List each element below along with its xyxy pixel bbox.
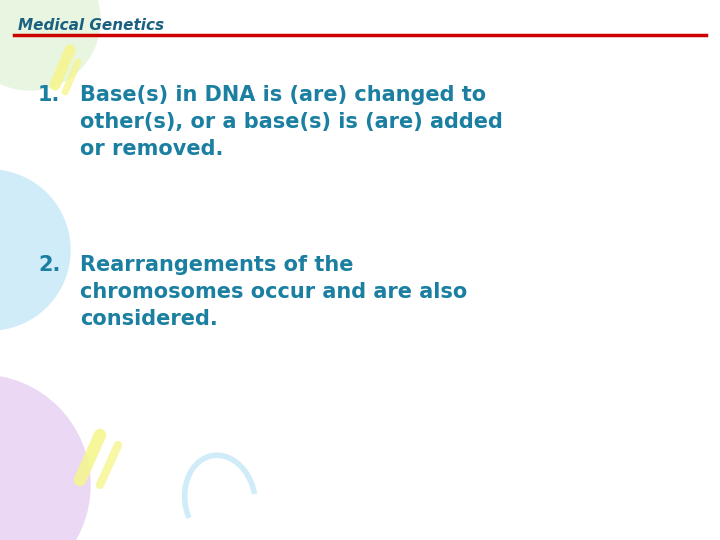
Text: 1.: 1. (38, 85, 60, 105)
Circle shape (0, 375, 90, 540)
Circle shape (0, 170, 70, 330)
Text: Base(s) in DNA is (are) changed to
other(s), or a base(s) is (are) added
or remo: Base(s) in DNA is (are) changed to other… (80, 85, 503, 159)
Text: Rearrangements of the
chromosomes occur and are also
considered.: Rearrangements of the chromosomes occur … (80, 255, 467, 329)
Text: Medical Genetics: Medical Genetics (18, 18, 164, 33)
Circle shape (0, 0, 100, 90)
Text: 2.: 2. (38, 255, 60, 275)
